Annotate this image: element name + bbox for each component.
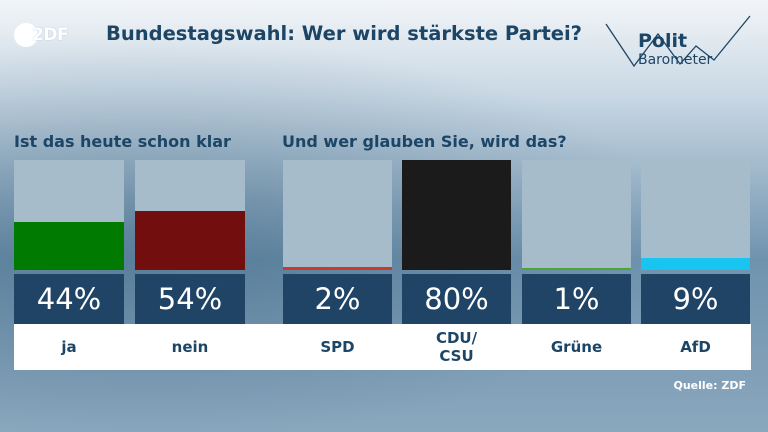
category-label-grüne: Grüne <box>550 338 603 356</box>
category-label-afd: AfD <box>680 338 711 356</box>
bar-grüne <box>522 268 631 270</box>
bar-nein <box>135 211 245 270</box>
value-label-grüne: 1% <box>522 274 631 324</box>
source-note: Quelle: ZDF <box>673 379 747 392</box>
category-label-row <box>14 324 751 370</box>
zdf-logo-text: 2DF <box>32 25 69 45</box>
category-label-nein: nein <box>171 338 209 356</box>
category-label-ja: ja <box>61 338 77 356</box>
politbarometer-zigzag-icon <box>605 15 751 68</box>
page-title: Bundestagswahl: Wer wird stärkste Partei… <box>106 22 582 45</box>
value-label-nein: 54% <box>135 274 245 324</box>
value-label-ja: 44% <box>14 274 124 324</box>
bar-spd <box>283 267 392 270</box>
chart-1-title: Ist das heute schon klar <box>14 132 231 151</box>
value-label-afd: 9% <box>641 274 750 324</box>
bar-track-afd <box>641 160 750 270</box>
bar-cdu-csu <box>402 160 511 270</box>
bar-track-grüne <box>522 160 631 270</box>
bar-ja <box>14 222 124 270</box>
zdf-logo-icon <box>14 23 38 47</box>
category-label-spd: SPD <box>320 338 355 356</box>
politbarometer-logo: Polit Barometer <box>604 14 754 74</box>
brand-barometer: Barometer <box>638 52 713 68</box>
value-label-cdu-csu: 80% <box>402 274 511 324</box>
value-label-spd: 2% <box>283 274 392 324</box>
bar-track-spd <box>283 160 392 270</box>
zdf-logo: 2DF <box>14 23 69 47</box>
bar-afd <box>641 258 750 270</box>
category-label-cdu-csu: CDU/CSU <box>435 329 478 365</box>
chart-2-title: Und wer glauben Sie, wird das? <box>282 132 567 151</box>
brand-polit: Polit <box>638 30 688 52</box>
